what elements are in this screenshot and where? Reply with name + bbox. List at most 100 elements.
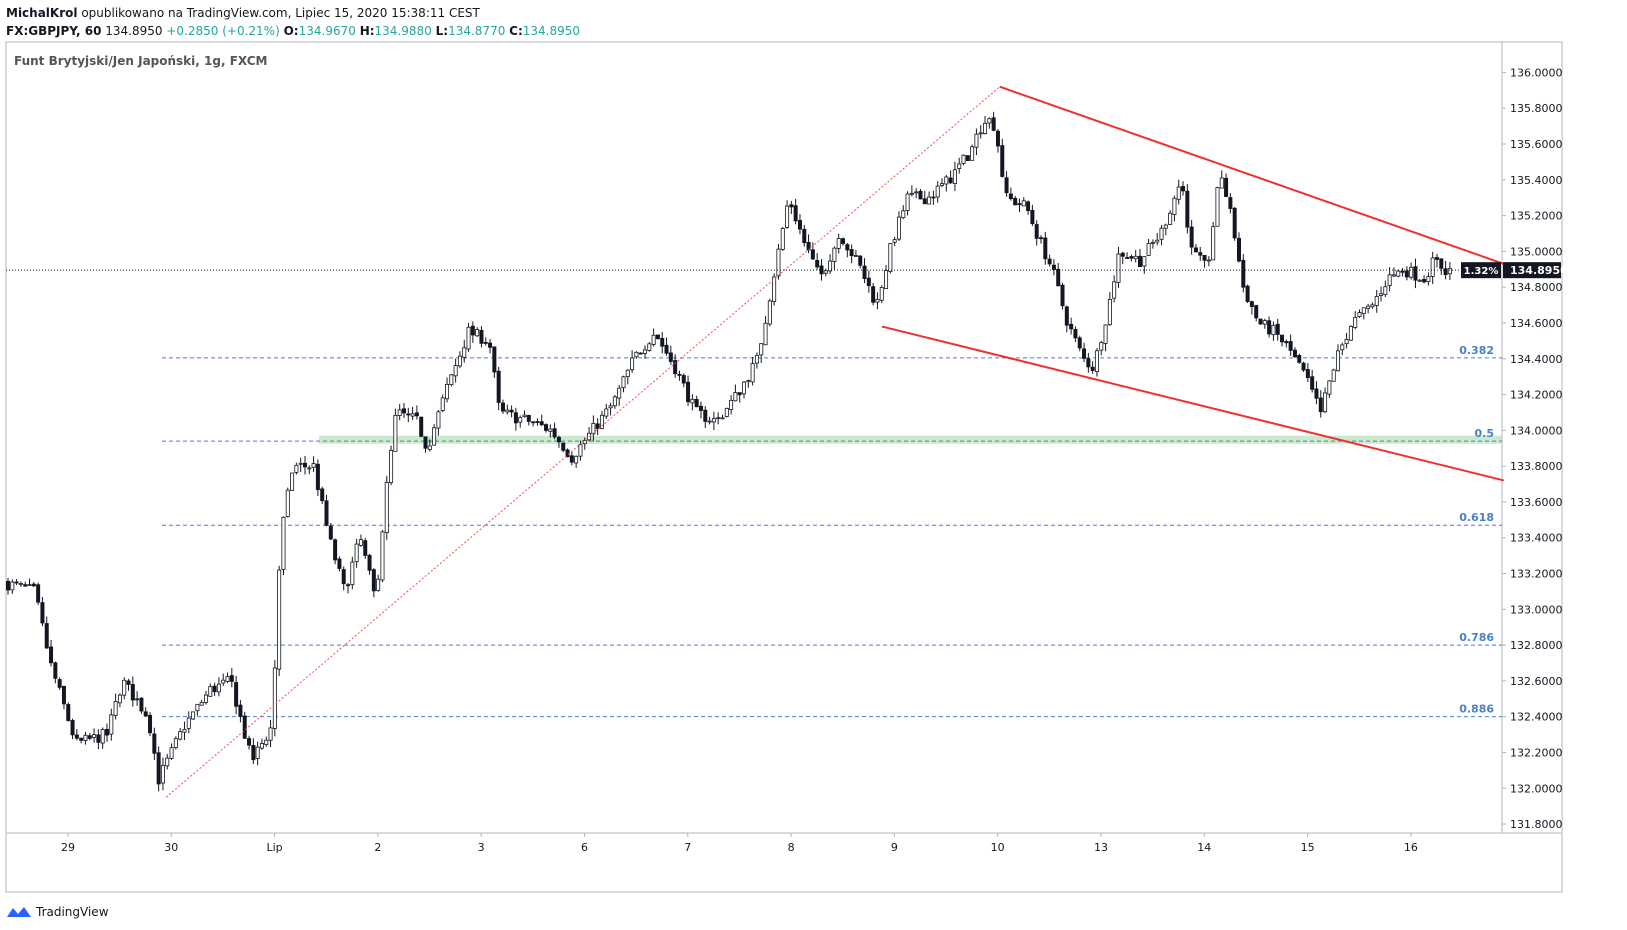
time-axis[interactable]: 29 30 Lip 2 3 6 7 8 9 10 13 14 15 16: [61, 833, 1418, 854]
candle-body-208: [901, 210, 906, 219]
candle-body-196: [849, 249, 854, 257]
candle-body-109: [475, 329, 480, 337]
x-tick-label-7: 8: [788, 841, 795, 854]
candle-body-323: [1396, 270, 1401, 277]
candle-body-220: [952, 169, 957, 185]
candle-body-183: [793, 205, 798, 222]
candle-body-285: [1232, 207, 1237, 239]
candle-body-112: [488, 342, 493, 348]
candle-body-4: [23, 584, 28, 587]
candle-body-281: [1215, 187, 1220, 227]
chart-border: [5, 41, 1563, 893]
candle-body-87: [380, 531, 385, 581]
y-tick-label-6: 134.8000: [1510, 281, 1563, 294]
candle-body-286: [1236, 238, 1241, 262]
candle-body-20: [92, 734, 97, 738]
candle-body-164: [711, 418, 716, 423]
candle-body-320: [1383, 286, 1388, 295]
candle-body-117: [509, 409, 514, 413]
candle-body-11: [53, 662, 58, 679]
candle-body-163: [707, 420, 712, 423]
candle-body-44: [195, 703, 200, 712]
candle-body-22: [100, 729, 105, 744]
fib-label-3: 0.786: [1459, 631, 1494, 644]
candle-body-194: [841, 238, 846, 244]
brand-name[interactable]: TradingView: [36, 905, 109, 919]
candle-body-92: [401, 408, 406, 414]
candle-body-211: [914, 191, 919, 194]
low-value: 134.8770: [448, 24, 506, 38]
candle-body-144: [625, 369, 630, 378]
candle-body-115: [500, 402, 505, 412]
candle-body-246: [1064, 306, 1069, 326]
candle-body-181: [785, 205, 790, 228]
candle-body-66: [290, 472, 295, 491]
candle-body-108: [470, 325, 475, 336]
candle-body-145: [630, 357, 635, 371]
candle-body-230: [995, 130, 1000, 147]
candle-body-105: [457, 355, 462, 367]
candle-body-42: [186, 717, 191, 729]
candle-body-255: [1103, 324, 1108, 344]
candle-body-57: [251, 744, 256, 761]
candle-body-12: [57, 679, 62, 688]
candle-body-303: [1310, 376, 1315, 390]
candle-body-206: [892, 239, 897, 243]
candle-body-302: [1305, 369, 1310, 378]
candle-body-148: [643, 349, 648, 354]
candle-body-169: [733, 392, 738, 402]
candle-body-99: [432, 427, 437, 446]
candle-body-202: [875, 298, 880, 303]
publish-info: MichalKrol opublikowano na TradingView.c…: [6, 4, 580, 22]
tradingview-logo-icon: [7, 907, 31, 917]
candle-body-96: [419, 416, 424, 437]
candle-body-258: [1116, 253, 1121, 283]
candle-body-82: [358, 539, 363, 546]
candle-body-198: [858, 255, 863, 266]
candle-body-167: [724, 408, 729, 417]
candle-body-5: [27, 584, 32, 587]
candle-body-227: [983, 122, 988, 135]
candle-body-135: [587, 432, 592, 441]
y-tick-label-11: 133.8000: [1510, 460, 1563, 473]
candle-body-127: [552, 428, 557, 438]
author-name[interactable]: MichalKrol: [6, 6, 78, 20]
candle-body-13: [61, 685, 66, 705]
candle-body-134: [582, 440, 587, 445]
candle-body-79: [346, 584, 351, 587]
candle-body-247: [1069, 323, 1074, 330]
candle-body-330: [1426, 276, 1431, 283]
fib-label-2: 0.618: [1459, 511, 1494, 524]
candle-body-130: [565, 449, 570, 458]
y-tick-label-12: 133.6000: [1510, 496, 1563, 509]
current-price-layer: 1.32% 134.8950: [1461, 262, 1568, 279]
candle-body-72: [315, 463, 320, 491]
support-zone: [319, 435, 1502, 444]
candle-body-207: [896, 216, 901, 240]
candle-body-142: [617, 387, 622, 399]
candle-body-180: [780, 228, 785, 250]
candle-body-229: [991, 117, 996, 131]
candle-body-37: [165, 757, 170, 767]
x-tick-label-3: 2: [374, 841, 381, 854]
candle-body-191: [828, 260, 833, 272]
candle-body-263: [1137, 255, 1142, 267]
candle-body-261: [1129, 256, 1134, 259]
candle-body-256: [1107, 298, 1112, 326]
candle-body-40: [178, 731, 183, 740]
price-axis[interactable]: 136.0000 135.8000 135.6000 135.4000 135.2000…: [1502, 66, 1563, 831]
candle-body-232: [1004, 177, 1009, 194]
candle-body-334: [1443, 268, 1448, 276]
candle-body-166: [720, 417, 725, 420]
candle-body-6: [31, 583, 36, 587]
high-value: 134.9880: [374, 24, 432, 38]
candle-body-69: [302, 462, 307, 468]
candle-body-288: [1245, 285, 1250, 302]
candle-body-222: [961, 154, 966, 164]
candle-body-264: [1142, 256, 1147, 267]
candle-body-280: [1211, 226, 1216, 261]
y-tick-label-14: 133.2000: [1510, 568, 1563, 581]
candle-body-301: [1301, 362, 1306, 371]
candle-body-95: [414, 412, 419, 417]
